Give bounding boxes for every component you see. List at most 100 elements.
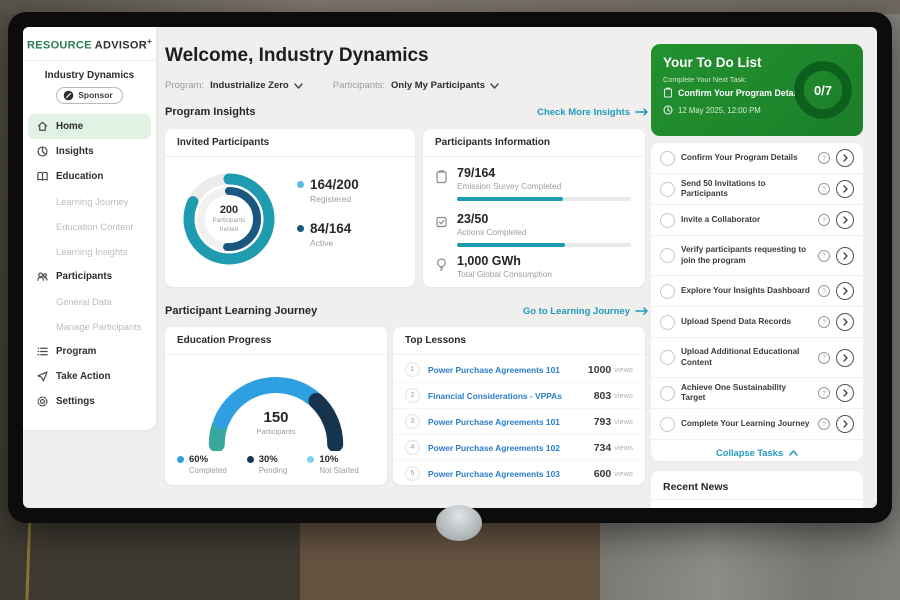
legend-item-pending: 30% Pending (247, 454, 288, 475)
clock-icon (663, 105, 673, 115)
lesson-row[interactable]: 2 Financial Considerations - VPPAs 803 v… (393, 382, 645, 408)
sidebar-item-learning-insights[interactable]: Learning Insights (28, 239, 151, 264)
sidebar-item-label: Take Action (56, 371, 110, 382)
info-icon[interactable]: ? (818, 285, 830, 297)
actions-icon (435, 215, 448, 234)
task-checkbox[interactable] (660, 386, 675, 401)
lesson-views: 793 (594, 416, 612, 428)
task-label: Send 50 Invitations to Participants (681, 179, 812, 200)
check-more-insights-link[interactable]: Check More Insights (537, 107, 649, 118)
task-go-button[interactable] (836, 180, 854, 198)
participants-filter-dropdown[interactable]: Only My Participants (391, 80, 499, 91)
not-started-value: 10% (319, 454, 338, 465)
program-filter-dropdown[interactable]: Industrialize Zero (210, 80, 303, 91)
task-checkbox[interactable] (660, 350, 675, 365)
task-row-explore-insights[interactable]: Explore Your Insights Dashboard ? (651, 275, 863, 306)
info-icon[interactable]: ? (818, 352, 830, 364)
sidebar-item-education-content[interactable]: Education Content (28, 214, 151, 239)
lesson-link[interactable]: Power Purchase Agreements 101 (428, 417, 594, 427)
sidebar-item-label: Insights (56, 146, 94, 157)
education-progress-card: Education Progress 150 Participants (165, 327, 387, 485)
chevron-right-icon (843, 252, 848, 260)
education-progress-legend: 60% Completed 30% Pending (177, 454, 359, 475)
task-row-invite-collaborator[interactable]: Invite a Collaborator ? (651, 204, 863, 235)
lesson-views-label: views (614, 443, 633, 452)
task-go-button[interactable] (836, 313, 854, 331)
lesson-row[interactable]: 5 Power Purchase Agreements 103 600 view… (393, 460, 645, 486)
sidebar-item-label: Education Content (56, 221, 133, 232)
sidebar-item-education[interactable]: Education (28, 164, 151, 189)
learning-journey-heading: Participant Learning Journey (165, 305, 317, 317)
invited-participants-legend: 164/200 Registered 84/164 Active (297, 177, 359, 265)
task-go-button[interactable] (836, 384, 854, 402)
sidebar-item-take-action[interactable]: Take Action (28, 364, 151, 389)
page-title: Welcome, Industry Dynamics (165, 45, 429, 67)
arrow-right-icon (635, 108, 649, 116)
participants-information-title: Participants Information (423, 129, 645, 157)
task-row-achieve-target[interactable]: Achieve One Sustainability Target ? (651, 377, 863, 408)
task-go-button[interactable] (836, 247, 854, 265)
task-go-button[interactable] (836, 415, 854, 433)
collapse-tasks-link[interactable]: Collapse Tasks (651, 439, 863, 465)
task-checkbox[interactable] (660, 284, 675, 299)
lesson-link[interactable]: Power Purchase Agreements 103 (428, 469, 594, 479)
task-go-button[interactable] (836, 282, 854, 300)
task-checkbox[interactable] (660, 248, 675, 263)
task-row-confirm-program[interactable]: Confirm Your Program Details ? (651, 143, 863, 173)
sidebar-item-general-data[interactable]: General Data (28, 289, 151, 314)
home-icon (36, 120, 49, 133)
task-label: Confirm Your Program Details (681, 153, 812, 163)
list-icon (36, 345, 49, 358)
info-icon[interactable]: ? (818, 214, 830, 226)
todo-title: Your To Do List (663, 55, 762, 70)
donut-center-caption: Participants (213, 216, 246, 225)
task-checkbox[interactable] (660, 315, 675, 330)
chevron-right-icon (843, 318, 848, 326)
task-go-button[interactable] (836, 149, 854, 167)
top-lessons-list: 1 Power Purchase Agreements 101 1000 vie… (393, 355, 645, 486)
info-icon[interactable]: ? (818, 250, 830, 262)
task-row-complete-learning-journey[interactable]: Complete Your Learning Journey ? (651, 408, 863, 439)
task-checkbox[interactable] (660, 213, 675, 228)
lesson-row[interactable]: 4 Power Purchase Agreements 102 734 view… (393, 434, 645, 460)
info-icon[interactable]: ? (818, 418, 830, 430)
task-checkbox[interactable] (660, 182, 675, 197)
lesson-row[interactable]: 3 Power Purchase Agreements 101 793 view… (393, 408, 645, 434)
task-checkbox[interactable] (660, 151, 675, 166)
main-content: Welcome, Industry Dynamics Program: Indu… (165, 27, 649, 508)
task-go-button[interactable] (836, 349, 854, 367)
lesson-link[interactable]: Power Purchase Agreements 102 (428, 443, 594, 453)
sidebar-item-home[interactable]: Home (28, 114, 151, 139)
go-to-learning-journey-link[interactable]: Go to Learning Journey (523, 306, 649, 317)
lesson-link[interactable]: Power Purchase Agreements 101 (428, 365, 588, 375)
todo-next-task: Confirm Your Program Details (663, 87, 803, 98)
sidebar-item-learning-journey[interactable]: Learning Journey (28, 189, 151, 214)
info-icon[interactable]: ? (818, 152, 830, 164)
task-row-upload-spend-data[interactable]: Upload Spend Data Records ? (651, 306, 863, 337)
info-icon[interactable]: ? (818, 387, 830, 399)
legend-item-active: 84/164 Active (297, 221, 359, 248)
info-icon[interactable]: ? (818, 183, 830, 195)
sidebar-item-program[interactable]: Program (28, 339, 151, 364)
task-checkbox[interactable] (660, 417, 675, 432)
take-action-icon (36, 370, 49, 383)
sidebar-item-settings[interactable]: Settings (28, 389, 151, 414)
filter-bar: Program: Industrialize Zero Participants… (165, 80, 499, 91)
emission-survey-value: 79/164 (457, 166, 631, 180)
lesson-link[interactable]: Financial Considerations - VPPAs (428, 391, 594, 401)
emission-survey-progress-track (457, 197, 631, 201)
program-filter-value: Industrialize Zero (210, 80, 289, 91)
info-icon[interactable]: ? (818, 316, 830, 328)
task-go-button[interactable] (836, 211, 854, 229)
right-panel: Your To Do List Complete Your Next Task:… (651, 27, 863, 508)
sidebar-item-insights[interactable]: Insights (28, 139, 151, 164)
sidebar-item-manage-participants[interactable]: Manage Participants (28, 314, 151, 339)
chevron-up-icon (789, 450, 798, 456)
sidebar-item-participants[interactable]: Participants (28, 264, 151, 289)
lesson-row[interactable]: 1 Power Purchase Agreements 101 1000 vie… (393, 357, 645, 382)
sidebar-item-label: Learning Journey (56, 196, 128, 207)
lesson-views: 803 (594, 390, 612, 402)
task-row-verify-participants[interactable]: Verify participants requesting to join t… (651, 235, 863, 275)
task-row-upload-educational-content[interactable]: Upload Additional Educational Content ? (651, 337, 863, 377)
task-row-send-invitations[interactable]: Send 50 Invitations to Participants ? (651, 173, 863, 204)
